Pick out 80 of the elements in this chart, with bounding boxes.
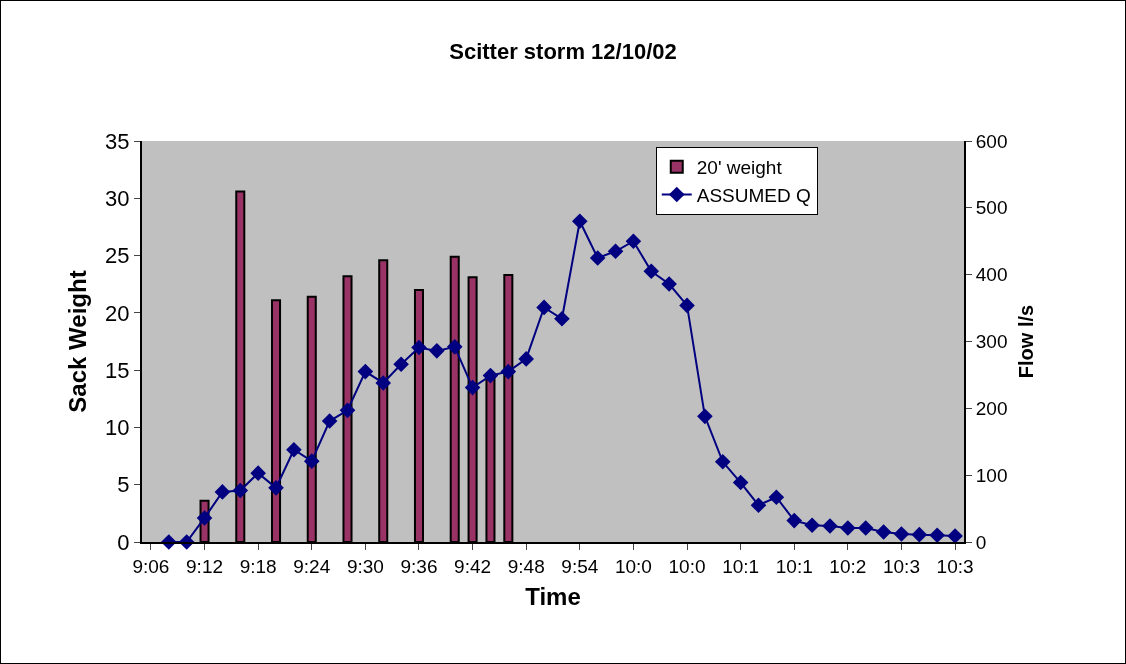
x-tick-label: 9:18: [239, 555, 277, 577]
x-tick-label: 9:30: [346, 555, 384, 577]
y-tick-label: 35: [105, 128, 130, 154]
point: [768, 489, 785, 506]
x-tick-label: 10:1: [775, 555, 813, 577]
y-tick-label: 5: [117, 472, 130, 498]
point: [875, 524, 892, 540]
point: [500, 363, 517, 380]
y2-tick-label: 600: [975, 130, 1008, 152]
x-axis-title: Time: [525, 582, 581, 610]
point: [429, 343, 445, 359]
point: [482, 367, 499, 384]
point: [446, 339, 463, 355]
point: [750, 497, 767, 514]
point: [554, 310, 570, 327]
point: [393, 356, 409, 373]
x-tick-label: 9:42: [454, 555, 492, 577]
point: [339, 402, 356, 419]
point: [536, 299, 552, 316]
x-tick-label: 9:36: [400, 555, 438, 577]
point: [661, 276, 677, 292]
point: [732, 474, 749, 491]
x-tick-label: 9:06: [132, 555, 170, 577]
y2-tick-label: 400: [975, 264, 1008, 286]
point: [714, 454, 731, 470]
point: [857, 520, 874, 536]
y-tick-label: 15: [105, 357, 130, 383]
point: [625, 233, 642, 250]
point: [411, 339, 427, 356]
x-tick-label: 9:48: [507, 555, 545, 577]
y-tick-label: 20: [105, 300, 130, 326]
y2-axis-title: Flow l/s: [1014, 304, 1037, 379]
x-tick-label: 9:12: [186, 555, 224, 577]
x-tick-label: 9:54: [561, 555, 599, 577]
point: [375, 375, 392, 391]
chart-title: Scitter storm 12/10/02: [449, 39, 677, 65]
point: [947, 528, 963, 544]
y2-tick-label: 300: [975, 331, 1008, 353]
y2-tick-label: 500: [975, 197, 1008, 219]
y-axis-title: Sack Weight: [63, 270, 91, 413]
point: [286, 441, 302, 458]
point: [250, 465, 266, 481]
point: [214, 484, 231, 500]
x-tick-label: 10:2: [829, 555, 867, 577]
y-tick-label: 25: [105, 243, 130, 269]
point: [911, 526, 928, 543]
point: [679, 297, 695, 314]
point: [518, 351, 534, 367]
legend-label: 20' weight: [696, 157, 783, 179]
point: [697, 408, 713, 425]
y-tick-label: 10: [105, 415, 130, 441]
x-tick-label: 10:0: [668, 555, 706, 577]
y-tick-label: 0: [117, 529, 130, 555]
x-tick-label: 10:3: [882, 555, 920, 577]
point: [786, 512, 803, 529]
point: [643, 263, 660, 280]
y-tick-label: 30: [105, 185, 130, 211]
point: [357, 363, 374, 380]
point: [840, 520, 856, 536]
y2-tick-label: 100: [975, 464, 1008, 486]
y2-tick-label: 0: [975, 531, 987, 553]
x-tick-label: 10:1: [722, 555, 760, 577]
point: [196, 510, 213, 526]
legend-label: ASSUMED Q: [696, 184, 811, 206]
point: [321, 413, 338, 429]
x-tick-label: 9:24: [293, 555, 331, 577]
point: [822, 518, 838, 534]
point: [303, 453, 320, 469]
point: [268, 480, 284, 496]
point: [589, 250, 606, 266]
point: [572, 213, 588, 229]
x-tick-label: 10:0: [614, 555, 652, 577]
point: [804, 517, 820, 534]
point: [464, 379, 481, 396]
point: [232, 482, 249, 499]
point: [893, 526, 910, 542]
point: [929, 527, 945, 544]
y2-tick-label: 200: [975, 397, 1008, 419]
x-tick-label: 10:3: [936, 555, 974, 577]
point: [607, 243, 624, 260]
